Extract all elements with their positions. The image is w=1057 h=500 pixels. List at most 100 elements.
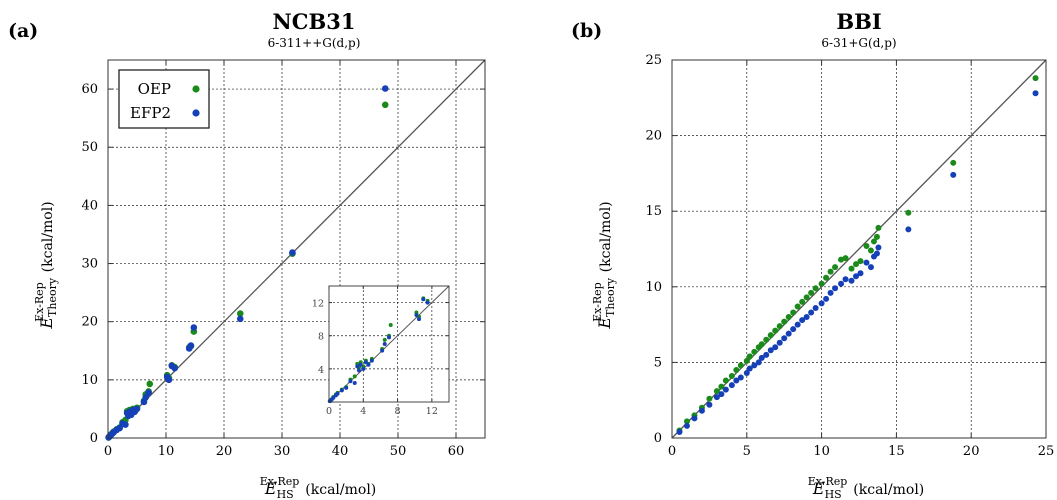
- efp2-point: [950, 171, 957, 178]
- y-tick-label: 50: [81, 140, 98, 155]
- y-tick-label: 20: [645, 129, 662, 144]
- x-tick-label: 10: [158, 444, 175, 459]
- panel-b-ylabel: ETheoryEx-Rep(kcal/mol): [591, 201, 617, 329]
- efp2-point: [832, 285, 839, 292]
- efp2-point: [848, 277, 855, 284]
- efp2-point: [683, 422, 690, 429]
- x-tick-label: 0: [668, 444, 676, 459]
- efp2-point: [190, 324, 198, 331]
- oep-point: [713, 388, 720, 395]
- y-tick-label: 12: [312, 299, 324, 310]
- x-tick-label: 5: [743, 444, 751, 459]
- panel-a-xlabel: EHSEx-Rep(kcal/mol): [260, 475, 377, 500]
- x-tick-label: 15: [888, 444, 905, 459]
- panel-a-diagonal: [107, 59, 486, 439]
- panel-b-plot: 0 5 10 15 20 25 0 5 10 15 20 25 EHSEx-Rep(kcal/mol…: [591, 53, 1054, 500]
- efp2-point: [794, 321, 801, 328]
- efp2-point: [781, 335, 788, 342]
- panel-a-legend: OEP EFP2: [118, 69, 210, 129]
- efp2-point: [799, 317, 806, 324]
- oep-point: [772, 327, 779, 334]
- oep-point: [763, 336, 770, 343]
- y-tick-label: 40: [81, 198, 98, 213]
- panel-a-title: NCB31: [273, 9, 356, 34]
- legend-box: [118, 69, 210, 129]
- x-tick-label: 20: [216, 444, 233, 459]
- efp2-point: [867, 264, 874, 271]
- x-tick-label: 4: [360, 406, 366, 417]
- legend-efp2-label: EFP2: [130, 104, 171, 122]
- oep-point: [794, 303, 801, 310]
- inset-frame: [328, 285, 450, 403]
- efp2-point: [236, 315, 244, 323]
- oep-point: [706, 395, 713, 402]
- oep-point: [743, 357, 750, 364]
- oep-point: [718, 383, 725, 390]
- efp2-point: [706, 401, 713, 408]
- efp2-point: [381, 85, 389, 92]
- oep-point: [950, 159, 957, 166]
- efp2-point: [335, 391, 340, 396]
- efp2-point: [352, 380, 357, 385]
- y-tick-label: 30: [81, 257, 98, 272]
- efp2-point: [733, 377, 740, 384]
- efp2-point: [728, 382, 735, 389]
- oep-point: [853, 261, 860, 268]
- panel-b-x-ticks: 0 5 10 15 20 25: [668, 60, 1054, 459]
- efp2-point: [339, 388, 344, 393]
- oep-point: [751, 348, 758, 355]
- y-tick-label: 4: [318, 365, 324, 376]
- efp2-point: [417, 317, 421, 322]
- x-tick-label: 60: [448, 444, 465, 459]
- efp2-point: [875, 244, 882, 251]
- oep-point: [722, 377, 729, 384]
- y-tick-label: 0: [654, 431, 662, 446]
- efp2-point: [133, 405, 141, 413]
- efp2-point: [344, 385, 349, 390]
- oep-point: [870, 238, 877, 245]
- oep-point: [873, 233, 880, 240]
- oep-point: [728, 373, 735, 380]
- efp2-point: [785, 330, 792, 337]
- efp2-point: [387, 335, 391, 340]
- oep-point: [799, 298, 806, 305]
- panel-a-plot: 0 10 20 30 40 50 60 0 10 20 30 40 50 60 OEP EFP2 0 4 8…: [33, 59, 486, 500]
- panel-a-subtitle: 6-311++G(d,p): [268, 36, 361, 50]
- efp2-point: [743, 369, 750, 376]
- y-tick-label: 20: [81, 315, 98, 330]
- efp2-point: [382, 342, 387, 346]
- oep-point: [905, 209, 912, 216]
- efp2-point: [698, 407, 705, 414]
- efp2-point: [827, 289, 834, 296]
- y-tick-label: 0: [90, 431, 98, 446]
- oep-point: [236, 310, 244, 317]
- oep-point: [863, 242, 870, 249]
- oep-point: [758, 341, 765, 348]
- oep-point: [867, 247, 874, 254]
- panel-a-frame: [107, 59, 486, 439]
- efp2-point: [165, 376, 173, 384]
- efp2-point: [358, 362, 363, 367]
- oep-point: [842, 255, 849, 262]
- efp2-point: [857, 270, 864, 277]
- oep-point: [381, 101, 389, 109]
- y-tick-label: 25: [645, 53, 662, 68]
- efp2-point: [763, 351, 770, 358]
- y-tick-label: 8: [318, 332, 324, 343]
- y-tick-label: 10: [81, 373, 98, 388]
- oep-point: [785, 314, 792, 321]
- efp2-point: [873, 250, 880, 257]
- panel-b-y-ticks: 0 5 10 15 20 25: [645, 53, 1046, 446]
- oep-point: [803, 294, 810, 301]
- efp2-point: [803, 314, 810, 321]
- y-tick-label: 10: [645, 280, 662, 295]
- efp2-point: [355, 364, 360, 369]
- legend-oep-label: OEP: [138, 80, 171, 98]
- legend-oep-marker: [192, 85, 200, 93]
- efp2-point: [331, 395, 336, 400]
- efp2-point: [718, 391, 725, 398]
- efp2-point: [425, 300, 430, 305]
- y-tick-label: 60: [81, 82, 98, 97]
- inset-points: [327, 296, 430, 404]
- panel-a-inset: 0 4 8 12 4 8 12: [312, 285, 450, 417]
